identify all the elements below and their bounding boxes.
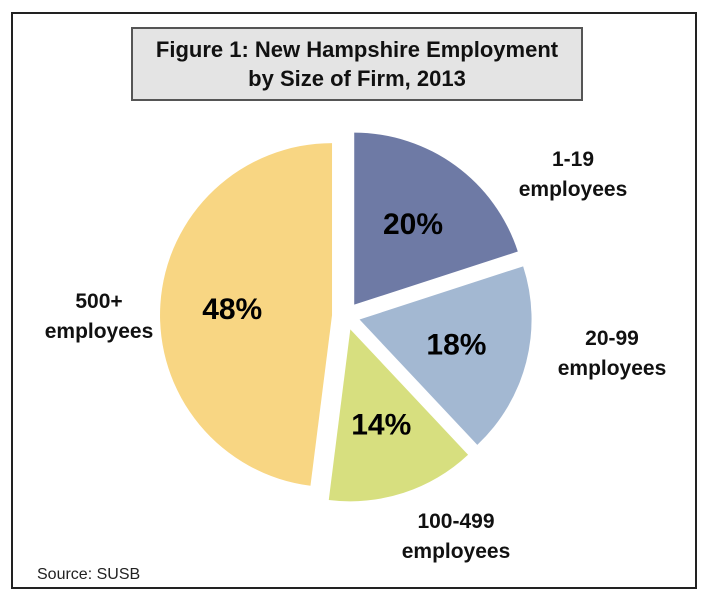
slice-value-label: 48% <box>202 293 262 326</box>
slice-category-label: 1-19 employees <box>519 148 628 201</box>
pie-slice <box>160 143 333 486</box>
pie-slice <box>354 132 518 305</box>
chart-title-line-2: by Size of Firm, 2013 <box>248 66 466 91</box>
chart-title: Figure 1: New Hampshire Employment by Si… <box>131 27 583 101</box>
source-note: Source: SUSB <box>37 566 141 583</box>
slice-value-label: 20% <box>383 208 443 241</box>
slice-category-label: 100-499 employees <box>402 510 511 563</box>
chart-frame <box>11 12 697 589</box>
pie-slice <box>359 266 532 445</box>
chart-title-line-1: Figure 1: New Hampshire Employment <box>155 37 559 62</box>
slice-category-label: 500+ employees <box>45 290 154 343</box>
slice-value-label: 14% <box>351 408 411 441</box>
slice-value-label: 18% <box>426 328 486 361</box>
pie-slice <box>328 329 469 502</box>
slice-category-label: 20-99 employees <box>558 327 667 380</box>
